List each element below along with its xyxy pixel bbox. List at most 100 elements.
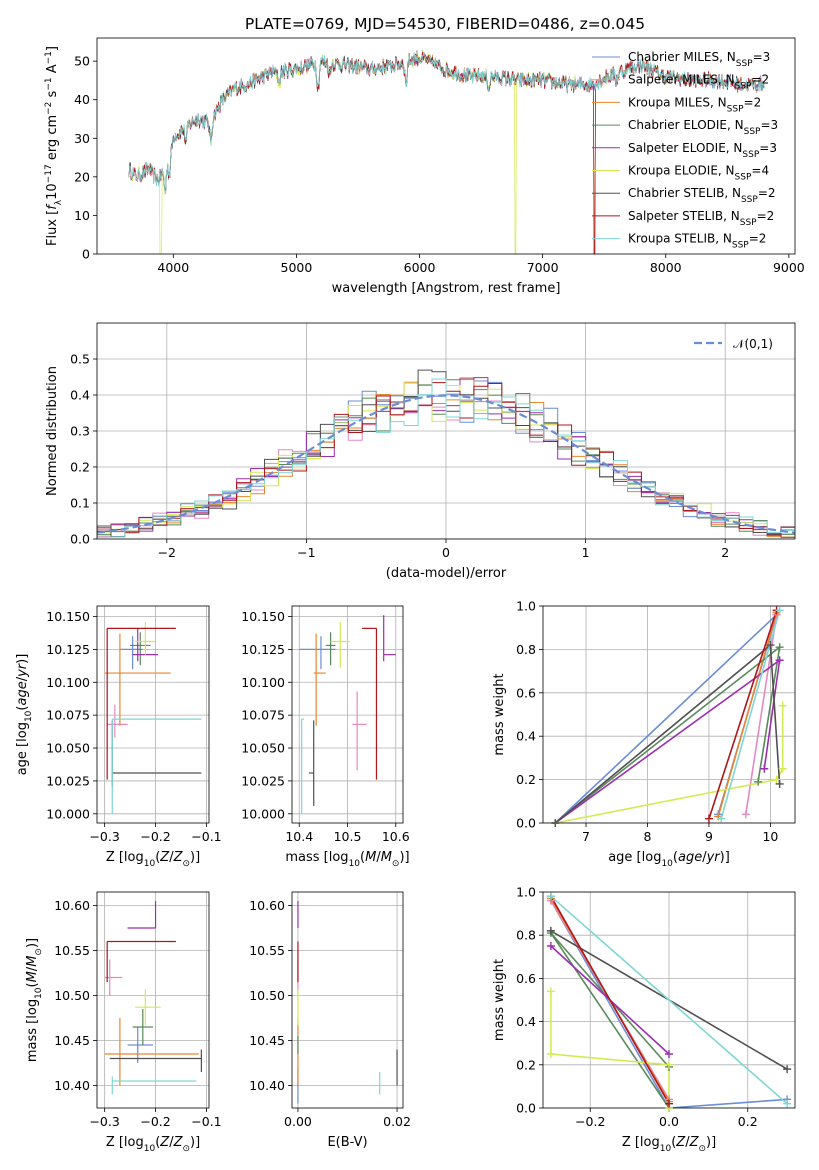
plot-area-age-vs-mass xyxy=(292,606,403,823)
x-axis-label-part: )] xyxy=(399,850,409,865)
x-tick-label: 7000 xyxy=(527,260,559,275)
y-tick-label: 10.050 xyxy=(46,741,90,756)
y-axis-label-part: )] xyxy=(15,654,30,664)
x-tick-label: 8 xyxy=(644,829,652,844)
legend-label-sub: SSP xyxy=(727,104,744,114)
y-tick-label: 1.0 xyxy=(516,599,536,614)
weight-series-line xyxy=(550,900,788,1108)
y-tick-label: 0.6 xyxy=(516,971,536,986)
weight-series-line xyxy=(745,614,778,815)
axes-frame xyxy=(96,322,796,540)
y-tick-label: 20 xyxy=(74,169,90,184)
x-tick-label: −0.2 xyxy=(140,829,170,844)
x-tick-label: 2 xyxy=(721,545,729,560)
y-tick-label: 0.2 xyxy=(70,460,90,475)
weight-point-marker xyxy=(551,819,560,827)
y-tick-label: 10.000 xyxy=(46,806,90,821)
weight-point-marker xyxy=(778,701,787,710)
chart-weight-vs-Z: −0.2 0.0 0.20.00.20.40.60.81.0Z [log10(Z/Z… xyxy=(492,885,796,1154)
chart-residuals: −2 −1 0 1 2 0.0 0.1 0.2 0.3 0.4 0.5 𝒩(0,1) (data-mod… xyxy=(45,322,796,581)
y-axis-label: Flux [fλ10−17 erg cm−2 s−1 A−1] xyxy=(44,46,64,246)
y-tick-label: 10.025 xyxy=(241,773,285,788)
x-axis-label-part: age [log xyxy=(608,850,661,865)
axes-frame xyxy=(291,891,404,1109)
weight-series-line xyxy=(550,991,670,1108)
y-tick-label: 10.000 xyxy=(241,806,285,821)
x-axis-label-part: ( xyxy=(360,850,365,865)
x-axis-label: Z [log10(Z/Z⊙)] xyxy=(622,1135,716,1154)
y-tick-label: 30 xyxy=(74,131,90,146)
x-axis-label-part: Z xyxy=(159,1135,170,1150)
legend-label-sub: SSP xyxy=(740,218,757,228)
spectrum-series-line xyxy=(128,52,765,194)
axes-frame xyxy=(96,37,796,255)
y-tick-label: 10.075 xyxy=(241,708,285,723)
x-axis-label-part: ( xyxy=(155,850,160,865)
x-tick-label: 10.6 xyxy=(382,829,410,844)
y-axis-label-part: λ xyxy=(54,199,64,205)
x-axis-label-part: yr xyxy=(706,850,722,865)
y-tick-label: 0.4 xyxy=(70,388,90,403)
x-tick-label: 0.02 xyxy=(383,1114,411,1129)
y-tick-label: 10.125 xyxy=(241,642,285,657)
y-axis-label-part: mass [log xyxy=(25,999,40,1062)
x-tick-label: 0.2 xyxy=(738,1114,758,1129)
legend-label: Kroupa ELODIE, NSSP=4 xyxy=(628,164,769,183)
y-tick-label: 10.55 xyxy=(54,943,90,958)
x-axis-label: age [log10(age/yr)] xyxy=(608,850,730,869)
y-tick-label: 0.0 xyxy=(516,816,536,831)
x-axis-label-part: Z xyxy=(675,1135,686,1150)
plot-area-mass-vs-Z xyxy=(97,892,209,1108)
legend-label-sub: SSP xyxy=(735,173,752,183)
y-tick-label: 0.2 xyxy=(516,772,536,787)
y-tick-label: 10.050 xyxy=(241,741,285,756)
y-tick-label: 0.4 xyxy=(516,1014,536,1029)
legend-label-part: Kroupa MILES, N xyxy=(628,95,727,109)
x-axis-label-part: ( xyxy=(673,850,678,865)
y-axis-label-part: −2 xyxy=(44,102,54,115)
x-axis-label-part: Z [log xyxy=(106,850,144,865)
y-axis-label: age [log10(age/yr)] xyxy=(15,654,34,776)
y-axis-label-part: M xyxy=(25,971,40,982)
x-axis-label-part: Z [log xyxy=(106,1135,144,1150)
weight-point-marker xyxy=(546,942,555,950)
weight-point-marker xyxy=(665,1099,673,1108)
y-tick-label: 10 xyxy=(74,208,90,223)
y-axis-label-part: ⊙ xyxy=(34,948,44,956)
weight-point-marker xyxy=(772,775,781,784)
x-axis-label-part: ( xyxy=(671,1135,676,1150)
x-tick-label: −2 xyxy=(158,545,176,560)
legend-label-sub: SSP xyxy=(742,150,759,160)
weight-point-marker xyxy=(775,779,784,788)
x-tick-label: 0.0 xyxy=(659,1114,679,1129)
plot-area-spectrum xyxy=(128,50,765,254)
weight-point-marker xyxy=(778,764,787,773)
legend-label-part: Salpeter MILES, N xyxy=(628,73,735,87)
x-axis-label-part: )] xyxy=(706,1135,716,1150)
x-tick-label: 0 xyxy=(442,545,450,560)
x-axis-label: Z [log10(Z/Z⊙)] xyxy=(106,1135,200,1154)
weight-point-marker xyxy=(760,764,769,773)
legend-label-part: =2 xyxy=(751,73,769,87)
axes-frame xyxy=(96,891,210,1109)
x-axis-label-part: mass [log xyxy=(285,850,348,865)
y-tick-label: 0 xyxy=(82,247,90,262)
x-axis-label-part: age xyxy=(678,850,702,865)
x-axis-label-part: 10 xyxy=(661,859,673,869)
legend-label-sub: SSP xyxy=(744,127,761,137)
x-axis-label-part: )] xyxy=(190,1135,200,1150)
weight-point-marker xyxy=(783,1065,792,1074)
y-tick-label: 40 xyxy=(74,92,90,107)
x-tick-label: −0.2 xyxy=(140,1114,170,1129)
y-axis-label-part: ] xyxy=(45,46,60,51)
x-axis-label-part: )] xyxy=(190,850,200,865)
legend-label-part: Salpeter STELIB, N xyxy=(628,209,740,223)
y-tick-label: 50 xyxy=(74,54,90,69)
x-tick-label: 0.00 xyxy=(284,1114,312,1129)
y-tick-label: 10.125 xyxy=(46,642,90,657)
y-axis-label-part: erg cm xyxy=(45,115,60,164)
legend-label-part: Kroupa STELIB, N xyxy=(628,232,732,246)
y-axis-label-part: yr xyxy=(15,662,30,678)
weight-series-line xyxy=(717,612,778,817)
